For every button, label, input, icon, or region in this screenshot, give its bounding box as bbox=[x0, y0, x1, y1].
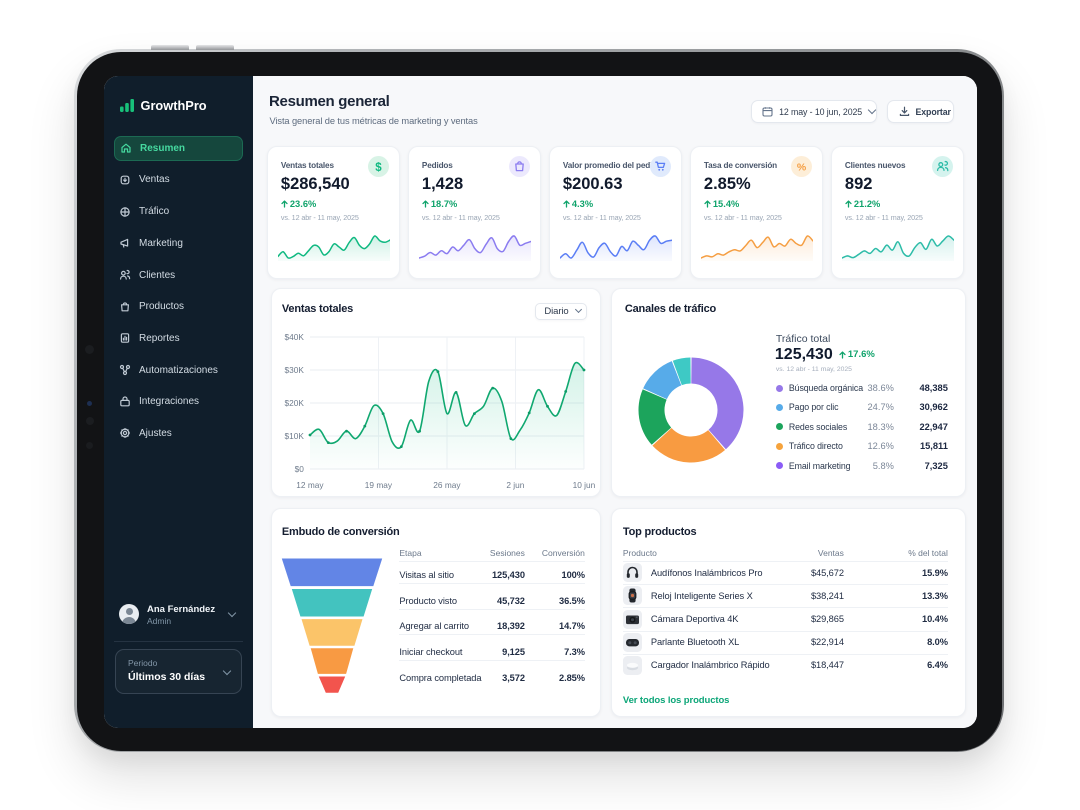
svg-text:$: $ bbox=[375, 162, 382, 174]
svg-text:%: % bbox=[797, 162, 807, 174]
